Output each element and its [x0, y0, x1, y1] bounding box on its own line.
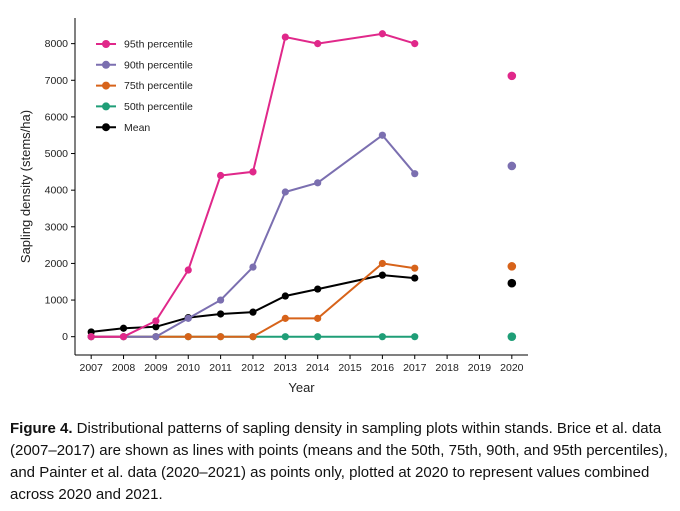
point-2020: [507, 278, 517, 288]
caption-text: Distributional patterns of sapling densi…: [10, 420, 668, 503]
data-point: [411, 333, 419, 341]
legend-swatch-point: [102, 123, 110, 132]
point-2020: [507, 161, 517, 171]
data-point: [411, 264, 419, 272]
series-line: [91, 274, 415, 333]
y-tick-label: 4000: [45, 185, 69, 197]
y-tick-label: 1000: [45, 295, 69, 307]
y-tick-label: 7000: [45, 75, 69, 87]
data-point: [119, 333, 128, 341]
data-point: [314, 285, 322, 293]
x-tick-label: 2017: [403, 362, 427, 374]
data-point: [411, 170, 419, 178]
data-point: [281, 188, 289, 196]
caption-label: Figure 4.: [10, 420, 73, 437]
point-2020: [507, 262, 517, 271]
series-line: [91, 32, 416, 338]
x-tick-label: 2018: [435, 362, 459, 374]
data-point: [249, 263, 257, 271]
legend-label: 95th percentile: [124, 39, 193, 51]
data-point: [119, 324, 128, 332]
x-tick-label: 2019: [468, 362, 492, 374]
x-tick-label: 2010: [177, 362, 201, 374]
sapling-density-chart: 0 1000 2000 3000 4000 5000 6000 7000 8000 2007 200…: [18, 18, 528, 395]
legend-label: Mean: [124, 122, 150, 134]
y-tick-label: 5000: [45, 148, 69, 160]
series-mean: [87, 271, 517, 336]
data-point: [281, 292, 289, 300]
x-tick-label: 2012: [241, 362, 265, 374]
series-90th-percentile: [87, 131, 517, 341]
data-point: [411, 274, 419, 282]
series-75th-percentile: [87, 259, 517, 341]
legend: 95th percentile 90th percentile 75th perce…: [96, 39, 193, 134]
data-point: [314, 314, 322, 322]
legend-item: 95th percentile: [96, 39, 193, 51]
data-point: [184, 333, 192, 341]
data-point: [378, 271, 386, 279]
data-point: [378, 30, 386, 38]
data-point: [281, 314, 289, 322]
y-tick-label: 6000: [45, 111, 69, 123]
data-point: [152, 317, 160, 325]
data-point: [152, 333, 160, 341]
point-2020: [507, 332, 517, 341]
x-tick-label: 2008: [112, 362, 136, 374]
y-tick-label: 0: [62, 331, 68, 343]
legend-swatch-point: [102, 40, 110, 48]
data-point: [281, 333, 289, 341]
data-point: [411, 40, 419, 48]
data-point: [184, 314, 192, 322]
x-tick-label: 2014: [306, 362, 330, 374]
x-tick-label: 2009: [144, 362, 168, 374]
data-point: [249, 308, 257, 316]
legend-swatch-point: [102, 81, 110, 90]
legend-item: 50th percentile: [96, 101, 193, 113]
x-tick-label: 2013: [274, 362, 298, 374]
data-point: [314, 40, 322, 48]
series-95th-percentile: [87, 30, 517, 341]
data-point: [281, 33, 289, 41]
y-tick-label: 3000: [45, 221, 69, 233]
data-point: [217, 171, 225, 180]
y-tick-label: 2000: [45, 258, 69, 270]
y-tick-label: 8000: [45, 38, 69, 50]
legend-swatch-point: [102, 60, 110, 69]
x-tick-label: 2011: [209, 362, 232, 374]
data-point: [249, 168, 257, 176]
x-axis-title: Year: [288, 380, 315, 395]
data-point: [378, 259, 386, 268]
x-tick-label: 2020: [500, 362, 524, 374]
figure-caption: Figure 4. Distributional patterns of sap…: [10, 418, 672, 506]
series-layer: [87, 30, 517, 341]
data-point: [314, 333, 322, 341]
x-tick-label: 2016: [371, 362, 395, 374]
data-point: [249, 333, 257, 341]
x-tick-label: 2015: [338, 362, 362, 374]
data-point: [217, 333, 225, 341]
data-point: [152, 323, 160, 331]
data-point: [217, 296, 225, 304]
y-axis-title: Sapling density (stems/ha): [18, 110, 33, 263]
legend-label: 50th percentile: [124, 101, 193, 113]
data-point: [184, 266, 192, 274]
axes: 0 1000 2000 3000 4000 5000 6000 7000 8000 2007 200…: [45, 18, 528, 374]
legend-swatch-point: [102, 102, 110, 111]
legend-label: 75th percentile: [124, 80, 193, 92]
legend-item: 90th percentile: [96, 59, 193, 71]
data-point: [378, 333, 386, 341]
legend-item: 75th percentile: [96, 80, 193, 92]
series-line: [91, 133, 416, 338]
data-point: [217, 310, 225, 318]
data-point: [314, 179, 322, 187]
legend-label: 90th percentile: [124, 59, 193, 71]
point-2020: [507, 71, 517, 81]
x-tick-label: 2007: [79, 362, 103, 374]
data-point: [378, 131, 386, 139]
data-point: [87, 333, 95, 341]
legend-item: Mean: [96, 122, 150, 134]
series-line: [91, 262, 415, 338]
